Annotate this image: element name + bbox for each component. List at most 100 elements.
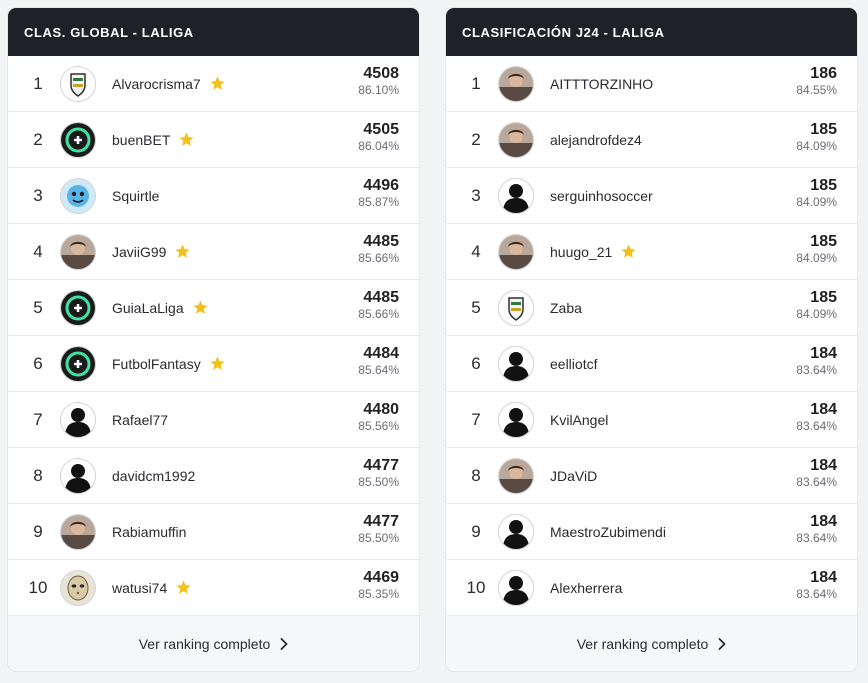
rank-number: 1 — [471, 73, 481, 93]
rank-number: 5 — [33, 297, 43, 317]
ranking-row[interactable]: 8 davidcm1992 4477 85.50% — [8, 448, 419, 504]
jornada-ranking-list: 1 AITTTORZINHO 186 84.55% 2 alejandrofdez4 185… — [446, 56, 857, 616]
percentage-value: 83.64% — [796, 363, 837, 377]
view-full-ranking-label: Ver ranking completo — [576, 635, 709, 652]
username[interactable]: Rafael77 — [112, 412, 168, 428]
score-block: 4469 85.35% — [358, 569, 399, 602]
default-user-avatar — [498, 401, 534, 438]
points-value: 4508 — [363, 65, 399, 82]
score-block: 4477 85.50% — [358, 513, 399, 546]
username[interactable]: GuiaLaLiga — [112, 299, 209, 316]
ranking-row[interactable]: 3 serguinhosoccer 185 84.09% — [446, 168, 857, 224]
ranking-row[interactable]: 6 FutbolFantasy 4484 85.64% — [8, 336, 419, 392]
username[interactable]: AITTTORZINHO — [550, 76, 653, 92]
rank-number: 10 — [466, 577, 486, 597]
jornada-ranking-title: CLASIFICACIÓN J24 - LALIGA — [446, 8, 857, 56]
score-block: 185 84.09% — [796, 289, 837, 322]
ranking-row[interactable]: 4 JaviiG99 4485 85.66% — [8, 224, 419, 280]
global-view-full-ranking-link[interactable]: Ver ranking completo — [8, 616, 419, 671]
chevron-right-icon — [718, 637, 726, 650]
username-text: MaestroZubimendi — [550, 523, 666, 540]
percentage-value: 84.09% — [796, 251, 837, 265]
username-text: FutbolFantasy — [112, 355, 201, 372]
username-text: Alexherrera — [550, 579, 623, 596]
ranking-row[interactable]: 1 AITTTORZINHO 186 84.55% — [446, 56, 857, 112]
points-value: 184 — [810, 457, 837, 474]
rank-number: 4 — [33, 241, 43, 261]
ranking-row[interactable]: 7 Rafael77 4480 85.56% — [8, 392, 419, 448]
username[interactable]: Zaba — [550, 300, 582, 316]
star-icon — [174, 243, 191, 260]
ranking-row[interactable]: 2 alejandrofdez4 185 84.09% — [446, 112, 857, 168]
username-text: Zaba — [550, 299, 582, 316]
username[interactable]: Alexherrera — [550, 580, 622, 596]
ranking-row[interactable]: 4 huugo_21 185 84.09% — [446, 224, 857, 280]
ranking-row[interactable]: 10 Alexherrera 184 83.64% — [446, 560, 857, 616]
points-value: 4469 — [363, 569, 399, 586]
ranking-row[interactable]: 5 GuiaLaLiga 4485 85.66% — [8, 280, 419, 336]
points-value: 4477 — [363, 457, 399, 474]
crest-avatar — [60, 65, 96, 102]
score-block: 185 84.09% — [796, 121, 837, 154]
username[interactable]: JaviiG99 — [112, 243, 191, 260]
username-text: eelliotcf — [550, 355, 598, 372]
photo-avatar — [498, 233, 534, 270]
username-text: watusi74 — [112, 579, 168, 596]
ranking-row[interactable]: 9 MaestroZubimendi 184 83.64% — [446, 504, 857, 560]
percentage-value: 84.09% — [796, 307, 837, 321]
percentage-value: 83.64% — [796, 587, 837, 601]
jornada-ranking-panel: CLASIFICACIÓN J24 - LALIGA 1 AITTTORZINHO… — [446, 8, 857, 671]
character-avatar — [60, 177, 96, 214]
default-user-avatar — [60, 457, 96, 494]
rank-number: 2 — [471, 129, 481, 149]
percentage-value: 84.55% — [796, 83, 837, 97]
ranking-row[interactable]: 3 Squirtle 4496 85.87% — [8, 168, 419, 224]
username[interactable]: eelliotcf — [550, 356, 597, 372]
username[interactable]: davidcm1992 — [112, 468, 195, 484]
username[interactable]: MaestroZubimendi — [550, 524, 666, 540]
username-text: huugo_21 — [550, 243, 613, 260]
username[interactable]: Alvarocrisma7 — [112, 75, 226, 92]
rank-number: 7 — [471, 409, 481, 429]
points-value: 185 — [810, 177, 837, 194]
mask-avatar — [60, 569, 96, 606]
global-ranking-title: CLAS. GLOBAL - LALIGA — [8, 8, 419, 56]
ranking-row[interactable]: 2 buenBET 4505 86.04% — [8, 112, 419, 168]
score-block: 4505 86.04% — [358, 121, 399, 154]
percentage-value: 86.10% — [358, 83, 399, 97]
ranking-row[interactable]: 6 eelliotcf 184 83.64% — [446, 336, 857, 392]
ranking-row[interactable]: 10 watusi74 4469 85.35% — [8, 560, 419, 616]
username[interactable]: serguinhosoccer — [550, 188, 653, 204]
username[interactable]: JDaViD — [550, 468, 597, 484]
view-full-ranking-label: Ver ranking completo — [138, 635, 271, 652]
star-icon — [620, 243, 637, 260]
percentage-value: 86.04% — [358, 139, 399, 153]
username[interactable]: Squirtle — [112, 188, 159, 204]
username[interactable]: alejandrofdez4 — [550, 132, 642, 148]
username[interactable]: watusi74 — [112, 579, 192, 596]
rank-number: 6 — [471, 353, 481, 373]
star-icon — [209, 355, 226, 372]
ranking-row[interactable]: 8 JDaViD 184 83.64% — [446, 448, 857, 504]
score-block: 4477 85.50% — [358, 457, 399, 490]
ranking-row[interactable]: 5 Zaba 185 84.09% — [446, 280, 857, 336]
percentage-value: 85.35% — [358, 587, 399, 601]
username-text: GuiaLaLiga — [112, 299, 184, 316]
score-block: 4485 85.66% — [358, 233, 399, 266]
score-block: 185 84.09% — [796, 233, 837, 266]
score-block: 184 83.64% — [796, 457, 837, 490]
default-user-avatar — [498, 513, 534, 550]
username[interactable]: buenBET — [112, 131, 195, 148]
username[interactable]: KvilAngel — [550, 412, 608, 428]
ranking-row[interactable]: 7 KvilAngel 184 83.64% — [446, 392, 857, 448]
score-block: 185 84.09% — [796, 177, 837, 210]
username-text: serguinhosoccer — [550, 187, 653, 204]
points-value: 184 — [810, 569, 837, 586]
username[interactable]: FutbolFantasy — [112, 355, 226, 372]
ranking-row[interactable]: 1 Alvarocrisma7 4508 86.10% — [8, 56, 419, 112]
username[interactable]: huugo_21 — [550, 243, 637, 260]
jornada-view-full-ranking-link[interactable]: Ver ranking completo — [446, 616, 857, 671]
username[interactable]: Rabiamuffin — [112, 524, 186, 540]
percentage-value: 85.87% — [358, 195, 399, 209]
ranking-row[interactable]: 9 Rabiamuffin 4477 85.50% — [8, 504, 419, 560]
